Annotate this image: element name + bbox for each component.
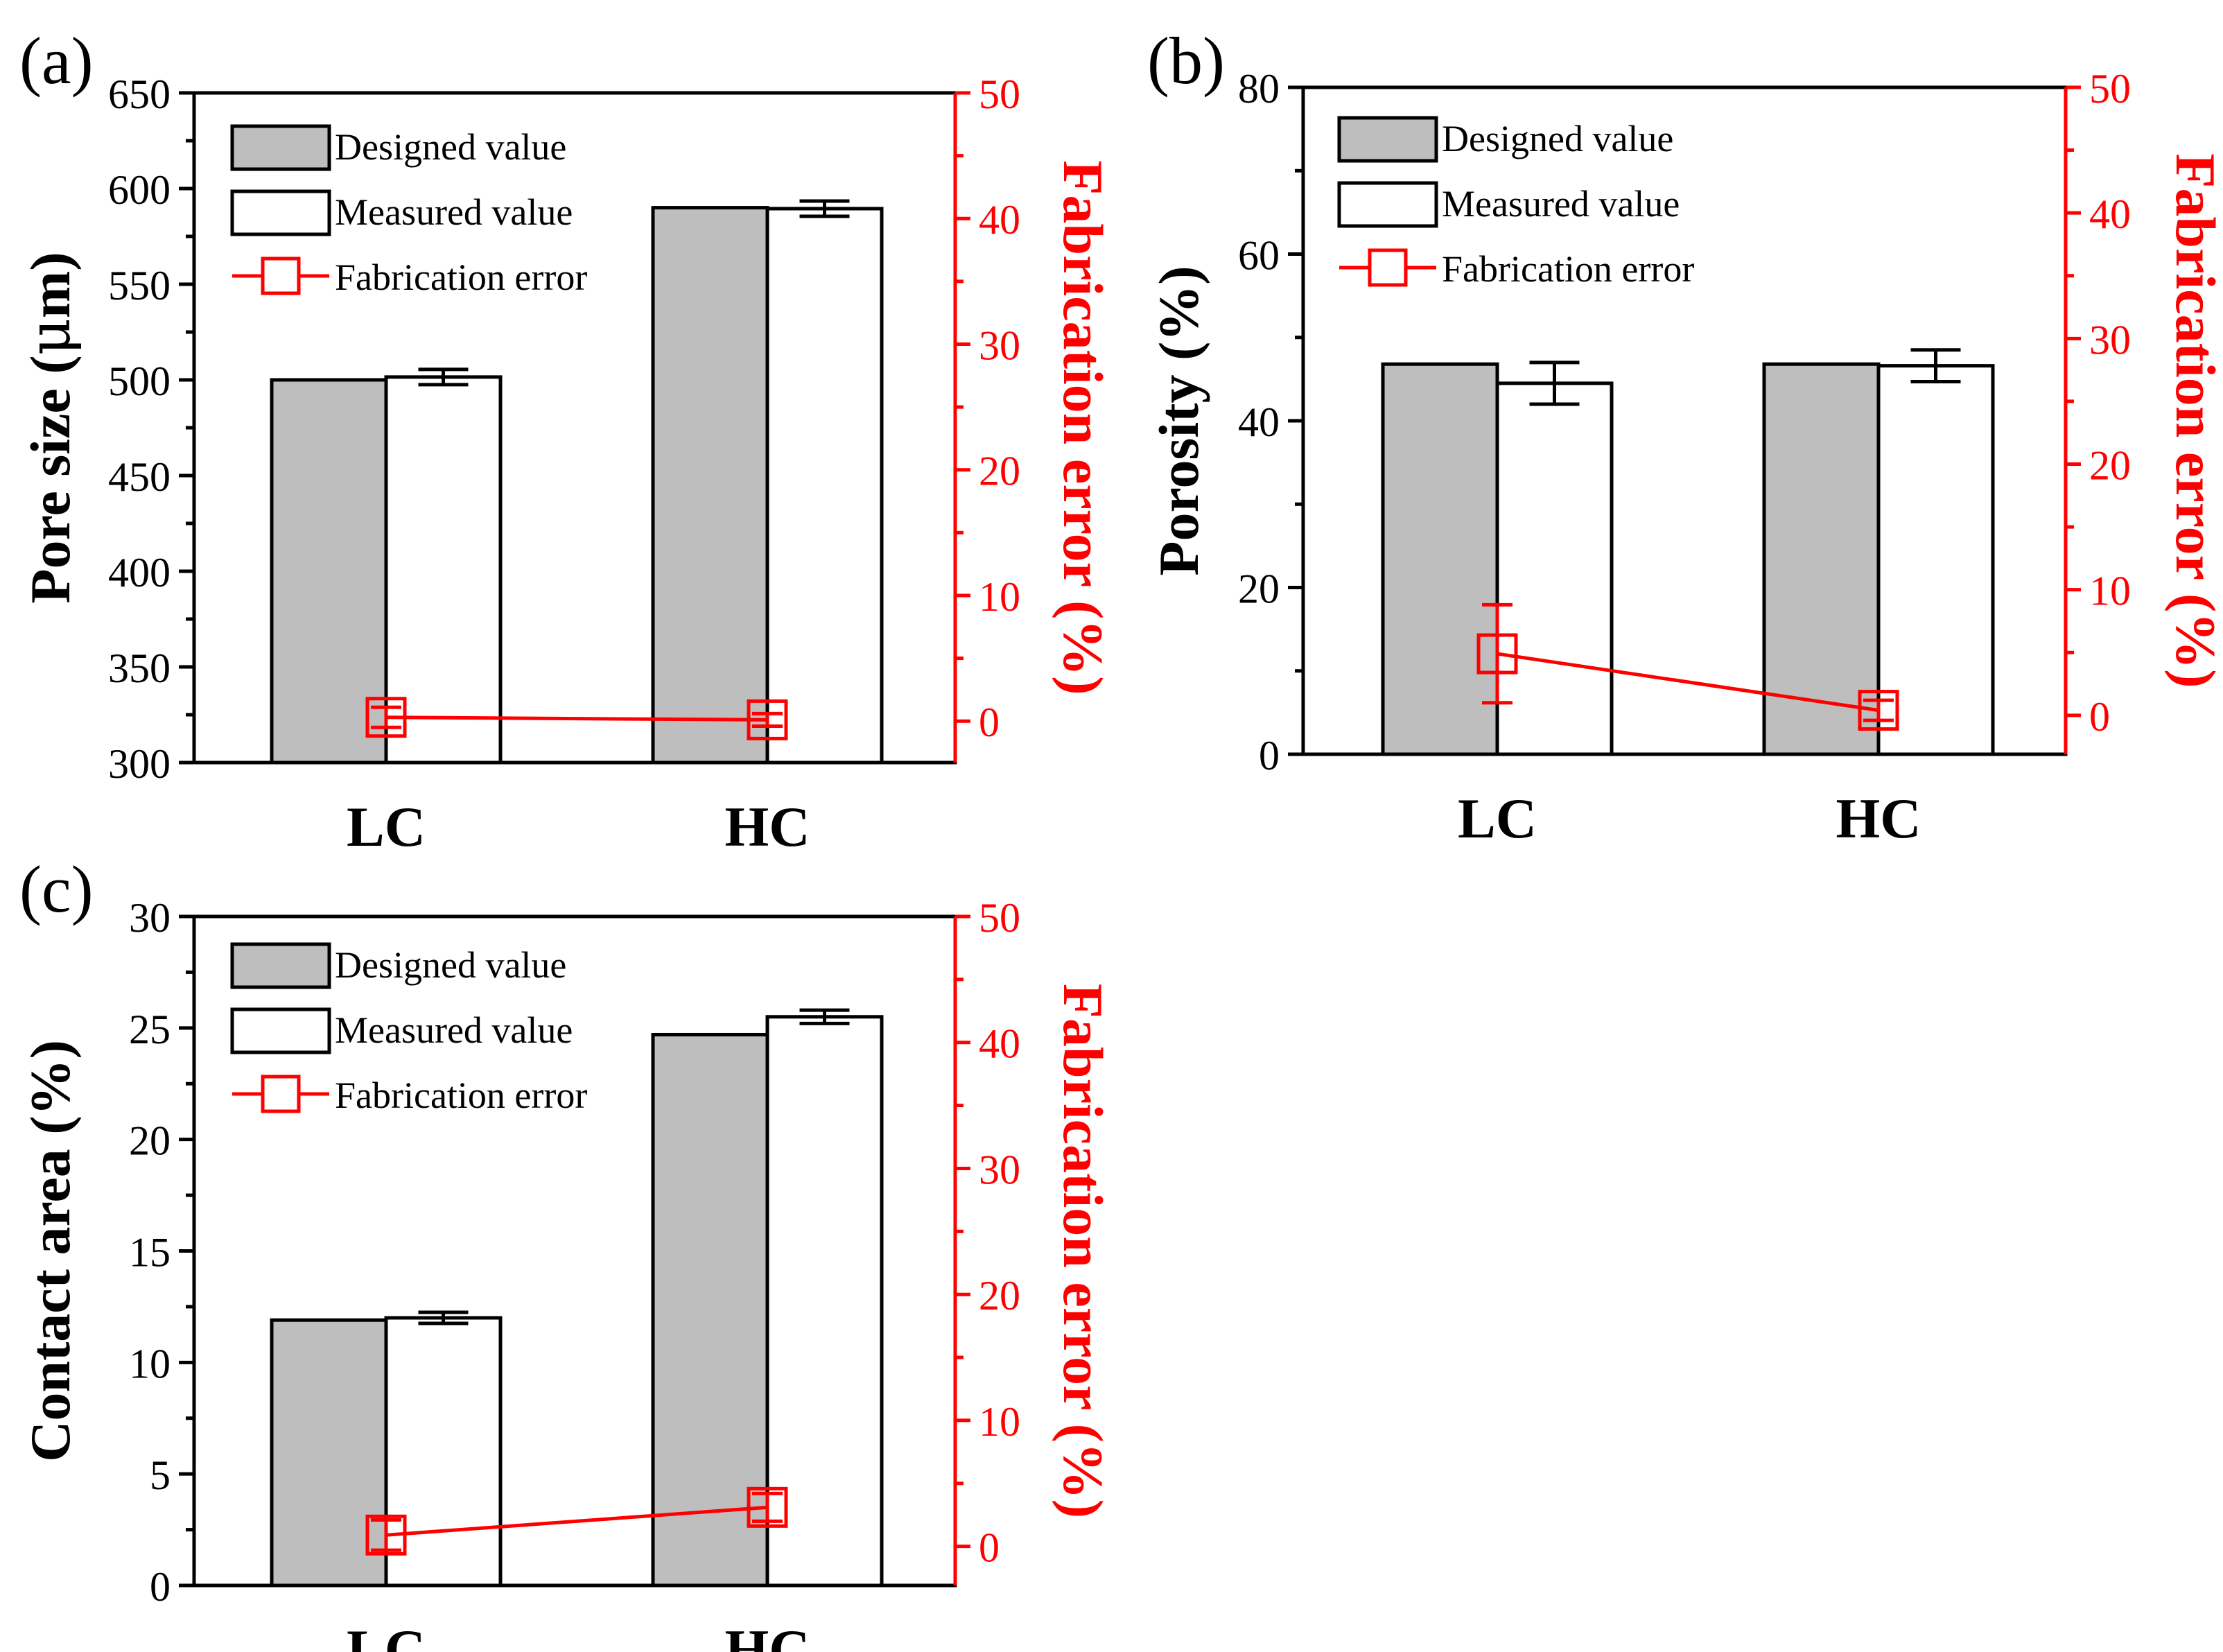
- y2-tick-label: 10: [979, 1399, 1020, 1445]
- y-tick-label: 300: [108, 741, 171, 787]
- measured-error-bar-hc: [799, 1008, 850, 1025]
- y-tick-label: 80: [1238, 66, 1280, 112]
- fabrication-error-point-lc: [365, 697, 407, 738]
- y2-tick-label: 40: [979, 1021, 1020, 1067]
- y-tick-label: 400: [108, 550, 171, 595]
- y-tick-label: 500: [108, 358, 171, 404]
- y2-tick-label: 20: [979, 1273, 1020, 1319]
- legend-swatch-error-marker: [261, 257, 301, 295]
- y-tick-label: 20: [129, 1118, 171, 1164]
- measured-error-bar-hc: [799, 199, 850, 218]
- y-tick-label: 0: [150, 1564, 171, 1610]
- legend-label-error: Fabrication error: [335, 1075, 587, 1116]
- legend-swatch-error-marker: [261, 1075, 301, 1113]
- legend-label-designed: Designed value: [335, 126, 566, 168]
- y2-tick-label: 40: [979, 197, 1020, 243]
- y-tick-label: 30: [129, 895, 171, 941]
- fabrication-error-line: [385, 1505, 768, 1537]
- y-tick-label: 450: [108, 454, 171, 500]
- y-tick-label: 60: [1238, 233, 1280, 279]
- fabrication-error-point-lc: [365, 1514, 407, 1556]
- y2-tick-label: 40: [2089, 191, 2131, 237]
- legend-label-error: Fabrication error: [335, 257, 587, 298]
- y2-tick-label: 30: [979, 1147, 1020, 1192]
- legend-label-measured: Measured value: [1442, 183, 1680, 225]
- y2-tick-label: 50: [979, 895, 1020, 941]
- measured-error-bar-lc: [418, 1310, 469, 1325]
- chart-panel-3: (c) LC HC 0 5 10 15 20 25 30 0 10 20 30 40 50 Contact ar…: [19, 852, 1115, 1652]
- chart-panel-1: (a) LC HC 300 350 400 450 500 550 600 650 0 10 20 30 40…: [17, 24, 1115, 858]
- legend-swatch-measured: [230, 1007, 331, 1054]
- legend-swatch-measured: [1337, 181, 1438, 228]
- y-tick-label: 600: [108, 167, 171, 213]
- y-axis-label: Contact area (%): [19, 1040, 82, 1462]
- legend: Designed value Measured value Fabrication …: [230, 942, 587, 1116]
- legend-label-measured: Measured value: [335, 1009, 573, 1051]
- x-tick-label-hc: HC: [725, 1618, 810, 1652]
- y-tick-label: 5: [150, 1452, 171, 1498]
- legend-label-designed: Designed value: [1442, 118, 1673, 159]
- y2-tick-label: 30: [2089, 317, 2131, 363]
- y-tick-label: 25: [129, 1007, 171, 1052]
- y-tick-label: 10: [129, 1341, 171, 1386]
- y2-axis-label: Fabrication error (%): [1052, 160, 1115, 695]
- y2-tick-label: 0: [979, 699, 1000, 745]
- fabrication-error-line: [385, 715, 768, 722]
- legend-swatch-designed: [1337, 116, 1438, 163]
- legend-label-designed: Designed value: [335, 944, 566, 986]
- legend: Designed value Measured value Fabrication …: [1337, 116, 1694, 290]
- legend-label-measured: Measured value: [335, 191, 573, 233]
- y-tick-label: 0: [1259, 733, 1280, 779]
- y2-axis-label: Fabrication error (%): [2164, 153, 2223, 688]
- fabrication-error-point-hc: [747, 1486, 788, 1528]
- x-tick-label-lc: LC: [347, 1618, 426, 1652]
- legend-swatch-designed: [230, 942, 331, 989]
- designed-bar-lc: [1381, 362, 1499, 756]
- x-tick-label-hc: HC: [1836, 787, 1921, 850]
- measured-error-bar-lc: [418, 367, 469, 387]
- fabrication-error-line: [1497, 652, 1879, 713]
- y2-tick-label: 30: [979, 322, 1020, 368]
- y-axis-label: Porosity (%): [1147, 266, 1210, 575]
- y2-tick-label: 0: [979, 1525, 1000, 1571]
- measured-bar-lc: [1495, 381, 1614, 756]
- y2-axis-label: Fabrication error (%): [1052, 984, 1115, 1518]
- y-tick-label: 350: [108, 645, 171, 691]
- y2-tick-label: 0: [2089, 694, 2110, 740]
- panel-label: (b): [1147, 24, 1225, 98]
- measured-error-bar-hc: [1910, 348, 1961, 383]
- fabrication-error-point-hc: [747, 699, 788, 740]
- y-tick-label: 40: [1238, 399, 1280, 445]
- y2-tick-label: 10: [2089, 568, 2131, 614]
- legend-swatch-error-marker: [1368, 248, 1408, 287]
- fabrication-error-point-lc: [1476, 602, 1518, 705]
- measured-error-bar-lc: [1529, 360, 1580, 406]
- y-tick-label: 15: [129, 1230, 171, 1276]
- chart-panel-2: (b) LC HC 0 20 40 60 80 0 10 20 30 40 50 Porosity (%) F…: [1147, 24, 2223, 850]
- y2-tick-label: 10: [979, 574, 1020, 620]
- x-tick-label-lc: LC: [1458, 787, 1537, 850]
- legend-swatch-measured: [230, 189, 331, 236]
- x-tick-label-hc: HC: [725, 795, 810, 858]
- panel-label: (a): [19, 24, 94, 98]
- legend-label-error: Fabrication error: [1442, 248, 1694, 290]
- y-tick-label: 550: [108, 263, 171, 308]
- legend-swatch-designed: [230, 124, 331, 171]
- y2-tick-label: 50: [979, 71, 1020, 117]
- y2-tick-label: 20: [2089, 443, 2131, 489]
- y-axis-label: Pore size (μm): [17, 252, 83, 603]
- measured-bar-hc: [765, 207, 884, 765]
- y2-tick-label: 50: [2089, 66, 2131, 112]
- y2-tick-label: 20: [979, 449, 1020, 494]
- legend: Designed value Measured value Fabrication …: [230, 124, 587, 298]
- fabrication-error-point-hc: [1858, 690, 1899, 731]
- panel-label: (c): [19, 852, 94, 926]
- y-tick-label: 650: [108, 71, 171, 117]
- x-tick-label-lc: LC: [347, 795, 426, 858]
- designed-bar-hc: [651, 206, 769, 765]
- y-tick-label: 20: [1238, 566, 1280, 612]
